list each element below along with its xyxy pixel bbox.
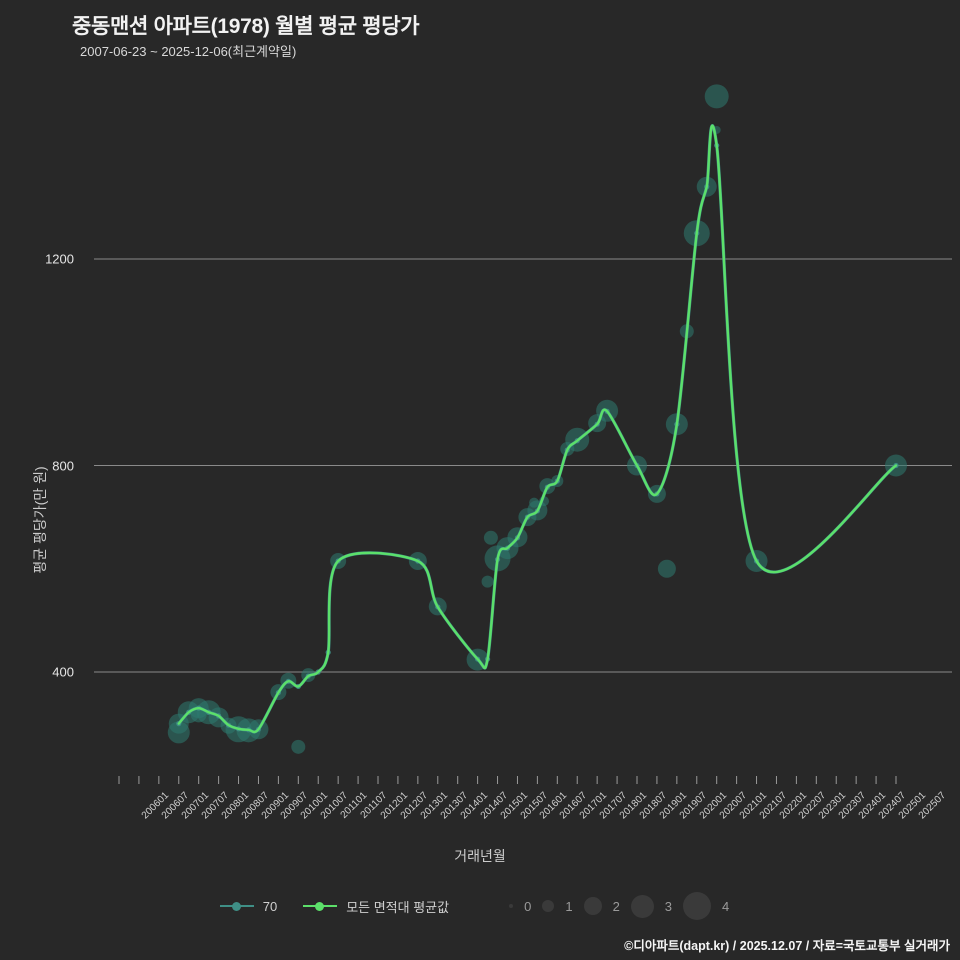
legend-label-average: 모든 면적대 평균값 (346, 899, 450, 915)
legend-size-item: 4 (683, 892, 740, 920)
series-line-average (177, 124, 898, 734)
series-line-70 (177, 124, 898, 734)
legend-size-item: 1 (542, 899, 583, 914)
data-bubble (657, 559, 676, 578)
series-markers-70 (176, 142, 899, 733)
legend-size-label: 1 (565, 898, 573, 914)
y-tick-label: 1200 (45, 251, 74, 267)
bubble-layer (167, 84, 907, 754)
y-axis-title: 평균 평당가(만 원) (32, 466, 48, 574)
legend-size-dot (542, 900, 555, 912)
legend-size-label: 2 (612, 898, 620, 914)
data-bubble (529, 497, 540, 508)
legend-size-dot (583, 897, 602, 915)
data-bubble (291, 739, 306, 754)
legend-size-label: 4 (722, 898, 730, 914)
footer-credit: ©디아파트(dapt.kr) / 2025.12.07 / 자료=국토교통부 실… (624, 939, 950, 953)
data-bubble (483, 530, 498, 545)
y-tick-label: 800 (52, 458, 74, 473)
data-bubble (704, 84, 729, 109)
y-tick-label: 400 (52, 664, 74, 680)
data-bubble (167, 721, 190, 744)
legend-item-70[interactable]: 70 (219, 898, 278, 914)
legend-size-label: 3 (664, 898, 673, 914)
legend-size-dot (683, 892, 712, 920)
legend-label-70: 70 (262, 898, 278, 914)
page-title: 중동맨션 아파트(1978) 월별 평균 평당가 (72, 15, 420, 38)
legend-bubble-size-scale: 0 1 2 3 4 (509, 892, 740, 920)
legend-size-item: 0 (509, 899, 542, 914)
chart-legend: 70 모든 면적대 평균값 0 1 2 3 4 (0, 892, 960, 920)
legend-size-label: 0 (524, 898, 532, 914)
data-bubble (481, 575, 494, 588)
legend-item-average[interactable]: 모든 면적대 평균값 (303, 897, 449, 916)
legend-swatch-70 (219, 900, 254, 912)
legend-size-item: 3 (630, 894, 683, 918)
x-axis-title: 거래년월 (454, 848, 506, 864)
legend-size-item: 2 (583, 897, 631, 915)
page-subtitle: 2007-06-23 ~ 2025-12-06(최근계약일) (80, 44, 297, 59)
legend-size-dot (509, 904, 514, 908)
legend-swatch-average (303, 900, 338, 912)
legend-size-dot (630, 894, 654, 918)
